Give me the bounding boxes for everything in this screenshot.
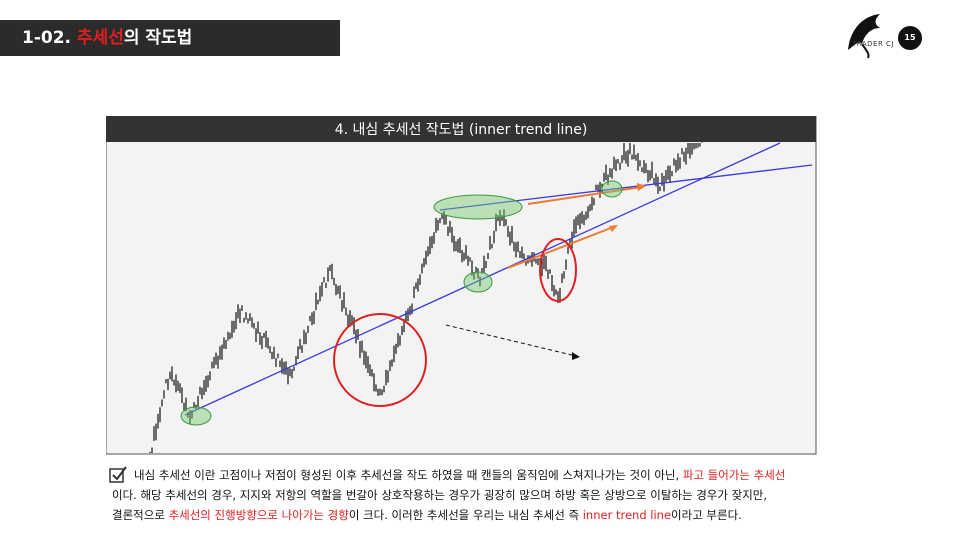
- text-segment: 이 크다. 이러한 추세선을 우리는 내심 추세선 즉: [348, 508, 583, 522]
- text-segment: 결론적으로: [112, 508, 169, 522]
- text-line: 내심 추세선 이란 고점이나 저점이 형성된 이후 추세선을 작도 하였을 때 …: [112, 465, 785, 485]
- header-number: 1-02.: [22, 28, 71, 48]
- figure-title: 4. 내심 추세선 작도법 (inner trend line): [335, 122, 588, 138]
- check-icon: [109, 466, 127, 483]
- text-line: 결론적으로 추세선의 진행방향으로 나아가는 경향이 크다. 이러한 추세선을 …: [112, 505, 785, 525]
- body-text: 내심 추세선 이란 고점이나 저점이 형성된 이후 추세선을 작도 하였을 때 …: [109, 465, 785, 525]
- text-segment: 이다. 해당 추세선의 경우, 지지와 저항의 역할을 번갈아 상호작용하는 경…: [112, 488, 768, 502]
- header-title: 의 작도법: [123, 28, 193, 48]
- text-line: 이다. 해당 추세선의 경우, 지지와 저항의 역할을 번갈아 상호작용하는 경…: [112, 485, 785, 505]
- page-number: 15: [898, 26, 922, 50]
- text-segment: 파고 들어가는 추세선: [682, 468, 786, 482]
- text-segment: 내심 추세선 이란 고점이나 저점이 형성된 이후 추세선을 작도 하였을 때 …: [134, 468, 683, 482]
- logo-icon: [848, 14, 880, 59]
- logo-text: TRADER CJ: [852, 40, 894, 48]
- header-bar: 1-02. 추세선의 작도법: [0, 20, 340, 56]
- figure: 4. 내심 추세선 작도법 (inner trend line): [106, 116, 817, 455]
- text-segment: 추세선의 진행방향으로 나아가는 경향: [168, 508, 349, 522]
- text-segment: 이라고 부른다.: [671, 508, 742, 522]
- text-segment: inner trend line: [582, 508, 672, 522]
- header-highlight: 추세선: [76, 28, 124, 48]
